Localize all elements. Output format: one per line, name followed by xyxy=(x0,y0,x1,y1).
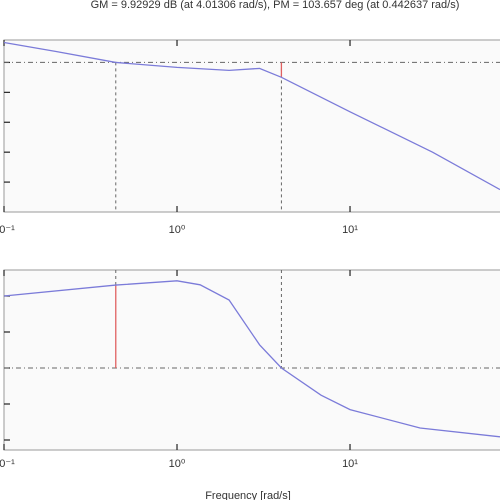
x-tick-label: 10⁰ xyxy=(169,224,186,236)
x-tick-label: 10⁻¹ xyxy=(0,224,15,236)
plot-area xyxy=(3,39,500,213)
x-tick-label: 10⁻¹ xyxy=(0,458,15,470)
data-line xyxy=(3,41,500,191)
x-tick-label: 10¹ xyxy=(342,458,358,470)
x-axis-label: Frequency [rad/s] xyxy=(205,490,291,500)
x-tick-label: 10⁰ xyxy=(169,458,186,470)
data-line xyxy=(3,280,500,438)
chart-title: GM = 9.92929 dB (at 4.01306 rad/s), PM =… xyxy=(91,0,460,11)
plot-area xyxy=(3,269,500,451)
x-tick-label: 10¹ xyxy=(342,224,358,236)
